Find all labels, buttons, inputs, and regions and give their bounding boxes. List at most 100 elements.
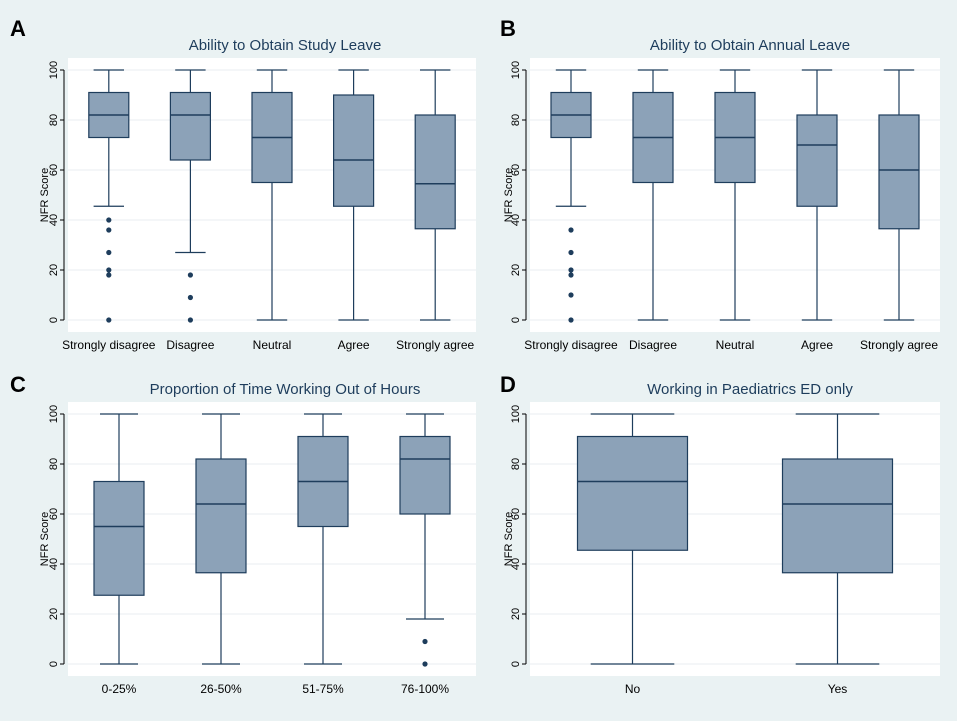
box-2 — [195, 413, 247, 665]
panel-label: C — [10, 372, 26, 397]
box-iqr — [399, 435, 451, 515]
y-tick-label: 0 — [48, 317, 60, 323]
box-iqr — [781, 458, 894, 574]
box-1 — [93, 413, 145, 665]
x-tick-label: 0-25% — [102, 682, 137, 696]
box-2 — [781, 413, 894, 665]
x-tick-label: Disagree — [166, 338, 214, 352]
y-tick-label: 100 — [510, 61, 522, 79]
box-iqr — [169, 91, 211, 161]
x-tick-label: 76-100% — [401, 682, 449, 696]
y-tick-label: 20 — [510, 264, 522, 276]
panel-label: B — [500, 16, 516, 41]
y-axis-label: NFR Score — [39, 168, 51, 222]
outlier-point — [106, 317, 112, 323]
x-tick-label: Neutral — [716, 338, 755, 352]
panel-b: 0 20 40 60 80 100 NFR Score Ability to Obtain A… — [500, 16, 940, 352]
box-4 — [399, 413, 451, 667]
outlier-point — [422, 638, 428, 645]
chart-title: Ability to Obtain Study Leave — [189, 37, 382, 54]
x-tick-label: Neutral — [253, 338, 292, 352]
box-iqr — [93, 480, 145, 596]
y-tick-label: 60 — [510, 508, 522, 520]
y-tick-label: 0 — [48, 661, 60, 667]
y-tick-label: 0 — [510, 317, 522, 323]
y-axis-label: NFR Score — [39, 512, 51, 566]
box-3 — [251, 69, 293, 321]
outlier-point — [568, 292, 574, 298]
box-2 — [169, 69, 211, 323]
outlier-point — [568, 249, 574, 256]
outlier-point — [568, 317, 574, 323]
outlier-point — [187, 294, 193, 301]
outlier-point — [106, 272, 112, 278]
x-tick-label: 51-75% — [302, 682, 344, 696]
chart-title: Proportion of Time Working Out of Hours — [150, 381, 421, 398]
box-5 — [878, 69, 920, 321]
outlier-point — [187, 272, 193, 278]
outlier-point — [568, 267, 574, 273]
outlier-point — [106, 217, 112, 223]
x-tick-label: Yes — [828, 682, 848, 696]
y-tick-label: 40 — [510, 558, 522, 570]
box-iqr — [333, 94, 375, 207]
y-tick-label: 40 — [48, 558, 60, 570]
box-2 — [632, 69, 674, 321]
box-1 — [88, 69, 130, 323]
y-tick-label: 100 — [510, 405, 522, 423]
outlier-point — [106, 227, 112, 233]
y-tick-label: 40 — [510, 214, 522, 226]
box-iqr — [796, 114, 838, 207]
x-tick-label: Strongly agree — [396, 338, 474, 352]
y-axis-label: NFR Score — [503, 512, 515, 566]
box-iqr — [878, 114, 920, 230]
y-tick-label: 80 — [510, 114, 522, 126]
y-axis-label: NFR Score — [503, 168, 515, 222]
x-tick-label: Strongly agree — [860, 338, 938, 352]
x-tick-label: No — [625, 682, 641, 696]
box-1 — [550, 69, 592, 323]
box-iqr — [576, 435, 689, 551]
box-4 — [333, 69, 375, 321]
x-tick-label: Strongly disagree — [524, 338, 618, 352]
outlier-point — [568, 227, 574, 233]
x-tick-label: Agree — [338, 338, 370, 352]
y-tick-label: 80 — [48, 458, 60, 470]
y-tick-label: 80 — [48, 114, 60, 126]
x-tick-label: Agree — [801, 338, 833, 352]
y-tick-label: 100 — [48, 61, 60, 79]
y-tick-label: 80 — [510, 458, 522, 470]
y-tick-label: 20 — [510, 608, 522, 620]
box-3 — [714, 69, 756, 321]
outlier-point — [422, 661, 428, 667]
y-tick-label: 20 — [48, 608, 60, 620]
chart-title: Working in Paediatrics ED only — [647, 381, 853, 398]
y-tick-label: 0 — [510, 661, 522, 667]
chart-title: Ability to Obtain Annual Leave — [650, 37, 850, 54]
y-tick-label: 60 — [48, 508, 60, 520]
box-iqr — [195, 458, 247, 574]
x-tick-label: Disagree — [629, 338, 677, 352]
outlier-point — [187, 317, 193, 323]
box-5 — [414, 69, 456, 321]
outlier-point — [106, 249, 112, 256]
panel-d: 0 20 40 60 80 100 NFR Score Working in Paediatr… — [500, 372, 940, 696]
box-4 — [796, 69, 838, 321]
panel-label: A — [10, 16, 26, 41]
x-tick-label: Strongly disagree — [62, 338, 156, 352]
y-tick-label: 60 — [48, 164, 60, 176]
panel-c: 0 20 40 60 80 100 NFR Score Proportion of Time … — [10, 372, 476, 696]
y-tick-label: 100 — [48, 405, 60, 423]
panel-a: 0 20 40 60 80 100 NFR Score Ability to Obtain S… — [10, 16, 476, 352]
y-tick-label: 20 — [48, 264, 60, 276]
box-iqr — [414, 114, 456, 230]
panel-label: D — [500, 372, 516, 397]
box-3 — [297, 413, 349, 665]
y-tick-label: 40 — [48, 214, 60, 226]
y-tick-label: 60 — [510, 164, 522, 176]
box-1 — [576, 413, 689, 665]
outlier-point — [106, 267, 112, 273]
outlier-point — [568, 272, 574, 278]
